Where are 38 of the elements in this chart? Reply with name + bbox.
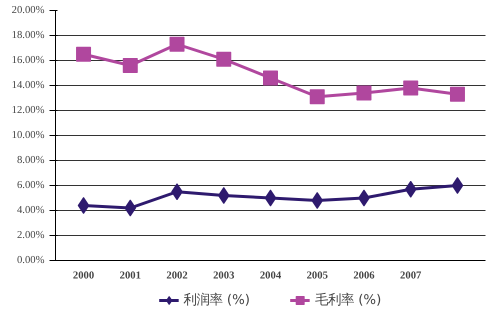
y-tick-label: 14.00% (12, 80, 45, 91)
point (404, 180, 417, 198)
y-tick-label: 6.00% (16, 180, 45, 191)
point (124, 200, 136, 216)
x-tick-label: 2000 (72, 270, 94, 282)
y-tick-label: 10.00% (12, 130, 45, 141)
point (311, 192, 324, 209)
x-tick-label: 2006 (353, 270, 376, 282)
x-tick-label: 2001 (120, 270, 141, 282)
y-tick-label: 4.00% (16, 205, 45, 216)
x-tick-label: 2005 (306, 270, 328, 282)
point (403, 80, 418, 96)
x-tick-label: 2002 (166, 270, 188, 282)
y-tick-label: 20.00% (12, 5, 45, 16)
point (310, 89, 325, 104)
y-tick-label: 16.00% (12, 55, 45, 66)
point (263, 70, 278, 86)
point (122, 58, 138, 73)
point (452, 177, 464, 194)
point (450, 86, 465, 102)
point (76, 46, 92, 62)
y-tick-label: 12.00% (12, 105, 45, 116)
point (170, 36, 185, 52)
y-tick-label: 0.00% (16, 255, 45, 266)
y-tick-label: 2.00% (16, 230, 45, 241)
x-tick-label: 2003 (213, 270, 234, 282)
legend-label: 利润率 (%) (184, 292, 250, 309)
point (264, 190, 276, 206)
point (356, 86, 372, 100)
point (358, 190, 370, 206)
point (216, 52, 232, 67)
y-tick-label: 18.00% (12, 30, 45, 41)
y-tick-label: 8.00% (16, 155, 45, 166)
point (218, 187, 230, 204)
legend-label: 毛利率 (%) (315, 292, 382, 309)
point (78, 197, 90, 214)
x-tick-label: 2007 (400, 270, 422, 282)
x-tick-label: 2004 (260, 270, 282, 282)
